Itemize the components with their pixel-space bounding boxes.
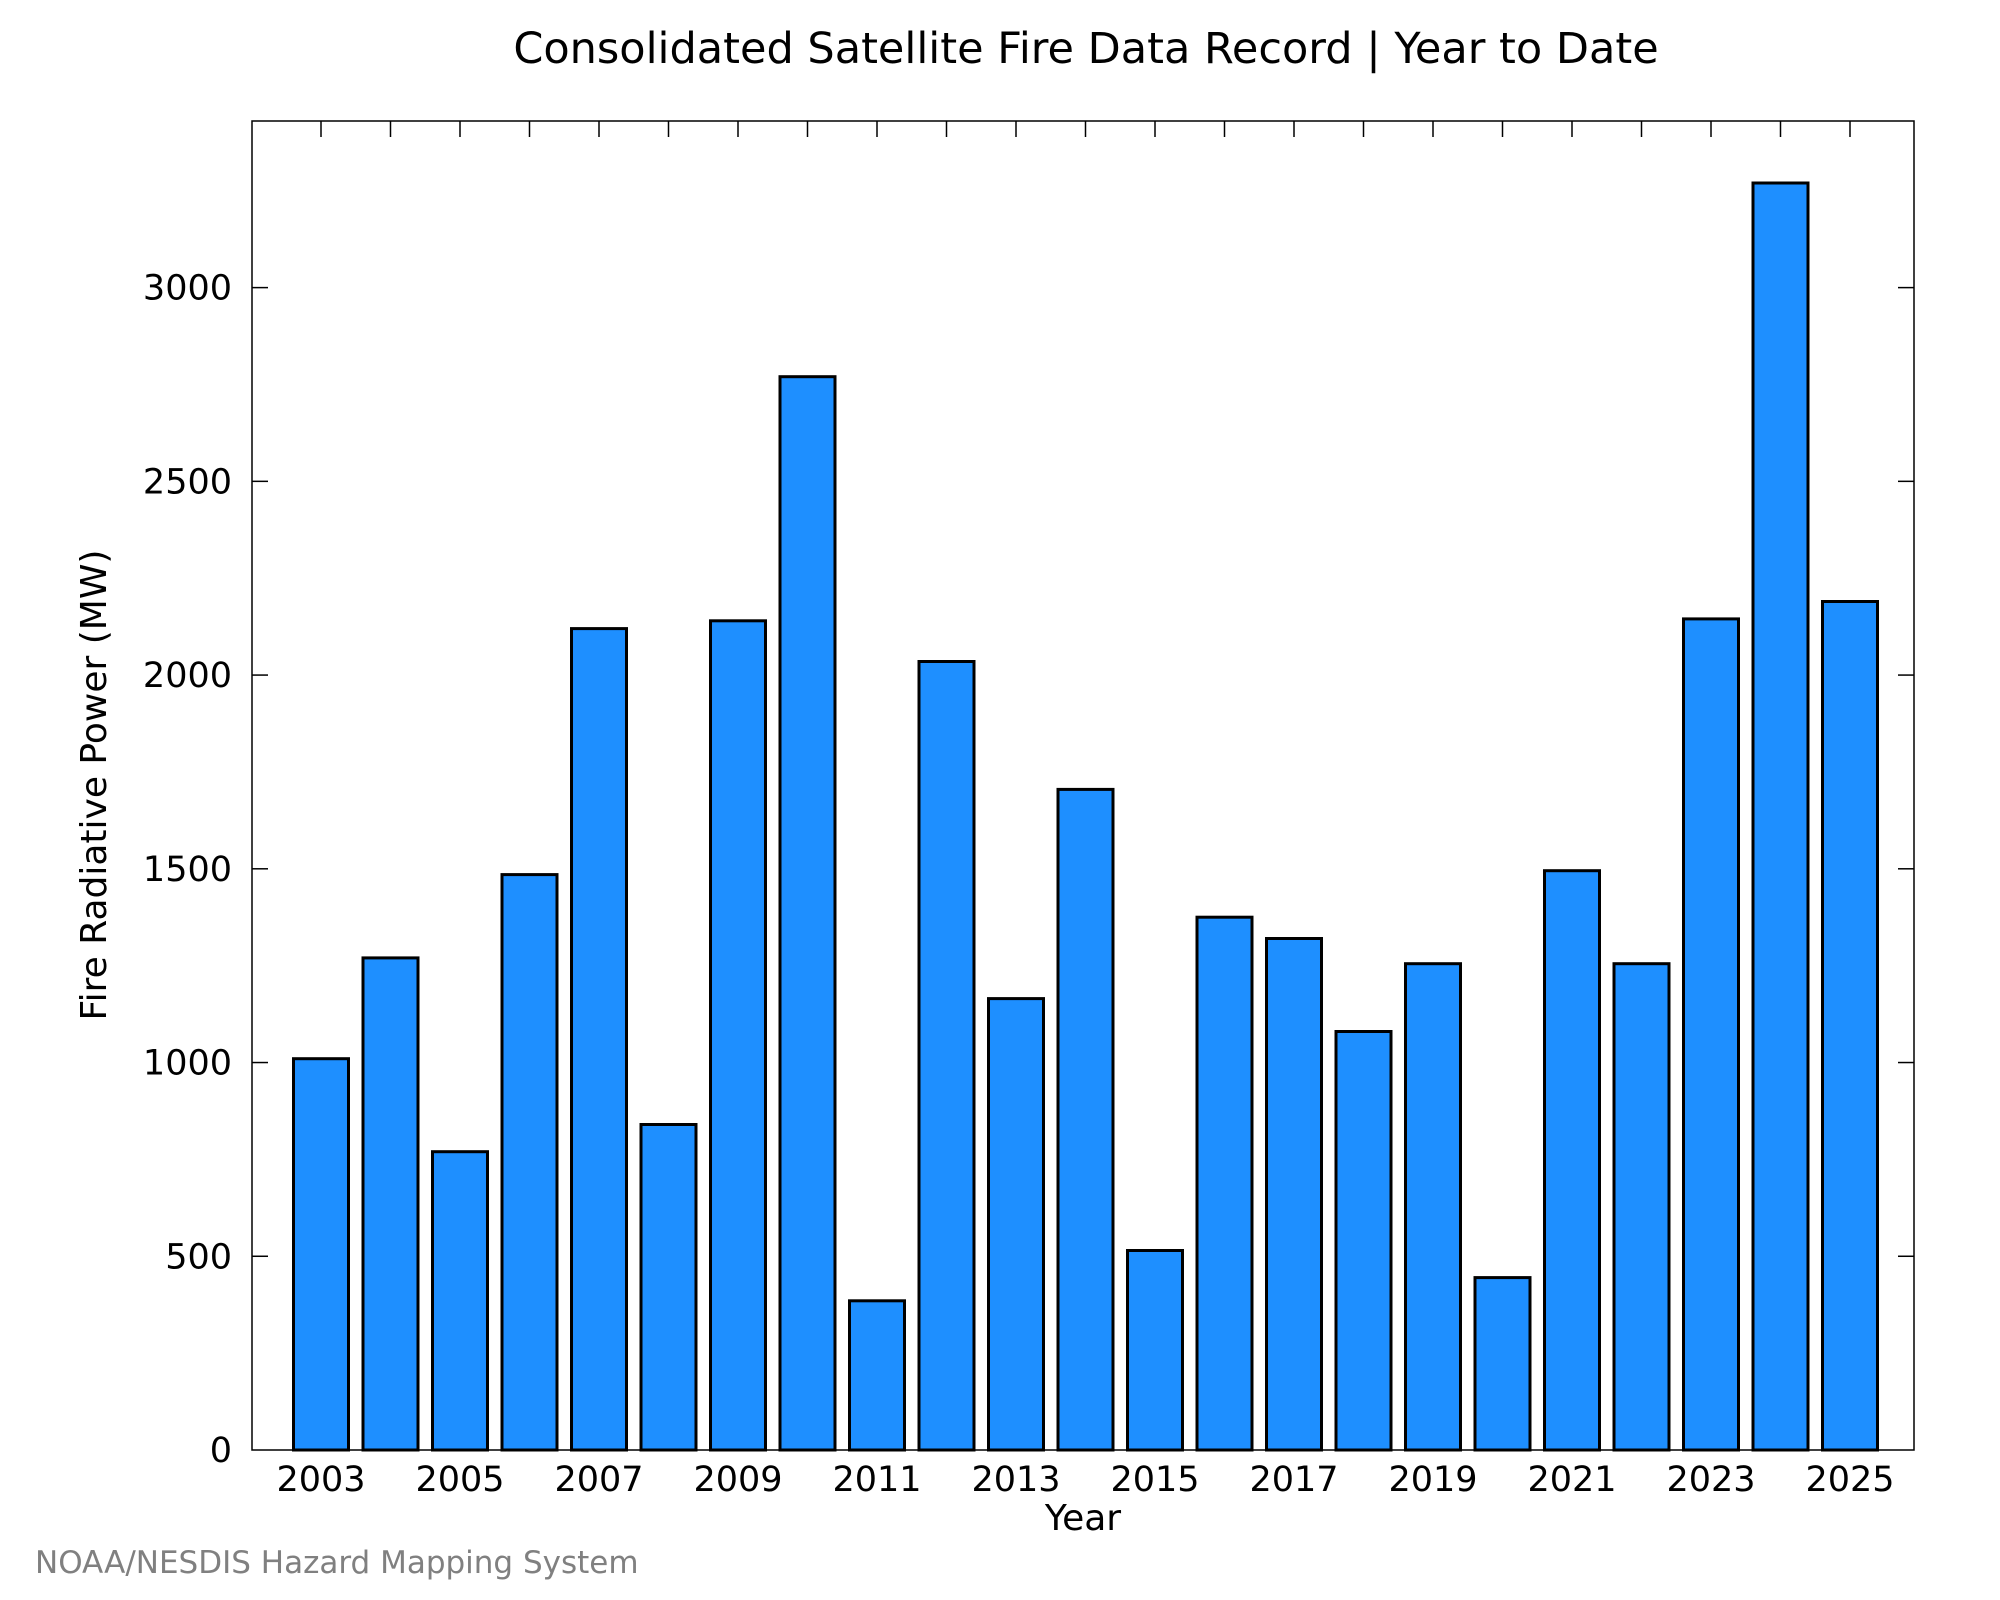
x-tick-label: 2003: [276, 1460, 365, 1500]
bar-2016: [1195, 915, 1254, 1452]
y-tick-label: 0: [210, 1431, 232, 1471]
bar-2021: [1543, 869, 1601, 1452]
x-tick-label: 2015: [1110, 1460, 1199, 1500]
x-axis-tick-labels: 2003 2005 2007 2009 2011 2013 2015 2017 2019 2021…: [276, 1460, 1894, 1500]
x-tick-label: 2005: [415, 1460, 504, 1500]
bar-2003: [292, 1057, 350, 1452]
bar-2017: [1265, 937, 1323, 1452]
bar-2004: [361, 956, 420, 1452]
bar-2018: [1334, 1030, 1393, 1452]
bar-2025: [1821, 600, 1879, 1452]
y-tick-label: 500: [165, 1237, 232, 1277]
x-tick-label: 2009: [693, 1460, 782, 1500]
y-tick-label: 1000: [143, 1044, 232, 1084]
bar-2013: [987, 997, 1045, 1452]
bar-2014: [1056, 787, 1115, 1452]
y-tick-label: 1500: [143, 850, 232, 890]
bar-2023: [1682, 617, 1740, 1452]
bar-2006: [500, 873, 559, 1452]
x-tick-label: 2023: [1666, 1460, 1755, 1500]
bar-2011: [848, 1299, 906, 1452]
x-tick-label: 2021: [1527, 1460, 1616, 1500]
x-tick-label: 2007: [554, 1460, 643, 1500]
y-axis-label: Fire Radiative Power (MW): [74, 550, 115, 1021]
bar-2008: [639, 1123, 698, 1452]
x-tick-label: 2019: [1388, 1460, 1477, 1500]
bar-2010: [778, 375, 837, 1452]
x-tick-label: 2011: [832, 1460, 921, 1500]
source-credit: NOAA/NESDIS Hazard Mapping System: [35, 1545, 639, 1581]
bar-2019: [1404, 962, 1462, 1452]
bar-2022: [1612, 962, 1671, 1452]
bars: [292, 181, 1879, 1452]
bar-2015: [1126, 1249, 1184, 1452]
x-tick-label: 2025: [1805, 1460, 1894, 1500]
y-tick-label: 3000: [143, 269, 232, 309]
bar-2024: [1751, 181, 1810, 1452]
y-axis-tick-labels: 0 500 1000 1500 2000 2500 3000: [143, 269, 232, 1471]
y-tick-label: 2000: [143, 656, 232, 696]
bar-2009: [709, 619, 767, 1452]
bar-2020: [1473, 1276, 1532, 1452]
x-tick-label: 2013: [971, 1460, 1060, 1500]
x-tick-label: 2017: [1249, 1460, 1338, 1500]
bar-2012: [917, 660, 976, 1452]
y-tick-label: 2500: [143, 462, 232, 502]
bar-2007: [570, 627, 628, 1452]
bar-2005: [431, 1150, 489, 1452]
x-axis-label: Year: [1044, 1498, 1121, 1539]
chart-title: Consolidated Satellite Fire Data Record …: [513, 24, 1658, 74]
